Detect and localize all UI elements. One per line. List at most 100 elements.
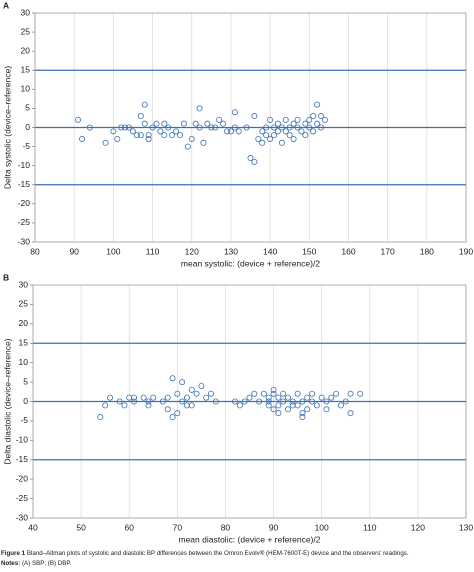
panel-label: A [3, 0, 9, 10]
y-axis-label: Delta diastolic (device–reference) [2, 338, 12, 464]
point [294, 390, 301, 397]
point [192, 120, 199, 127]
point [126, 124, 133, 131]
y-tick-label: 10 [21, 84, 31, 94]
y-tick-label: 25 [19, 299, 29, 309]
y-tick-label: -5 [20, 415, 28, 425]
point [232, 398, 239, 405]
point [265, 394, 272, 401]
point [270, 406, 277, 413]
point [251, 158, 258, 165]
y-tick-label: -20 [16, 473, 29, 483]
y-tick-label: 5 [23, 376, 28, 386]
x-axis-label: mean systolic: (device + reference)/2 [181, 258, 320, 268]
caption-text: Bland–Altman plots of systolic and diast… [27, 550, 409, 557]
point [153, 120, 160, 127]
point [188, 135, 195, 142]
point [357, 390, 364, 397]
point [174, 410, 181, 417]
point [116, 398, 123, 405]
point [333, 390, 340, 397]
x-tick-label: 70 [173, 522, 183, 532]
point [204, 120, 211, 127]
y-tick-label: -25 [16, 493, 29, 503]
point [212, 398, 219, 405]
point [270, 390, 277, 397]
point [347, 390, 354, 397]
point [133, 132, 140, 139]
point [137, 113, 144, 120]
point [275, 402, 282, 409]
x-axis-label: mean diastolic: (device + reference)/2 [179, 534, 321, 544]
y-tick-label: 5 [25, 103, 30, 113]
point [286, 132, 293, 139]
y-tick-label: 20 [19, 318, 29, 328]
point [121, 402, 128, 409]
point [203, 394, 210, 401]
point [179, 379, 186, 386]
point [179, 398, 186, 405]
y-tick-label: -30 [18, 236, 31, 246]
point [304, 406, 311, 413]
point [161, 120, 168, 127]
point [145, 132, 152, 139]
point [79, 135, 86, 142]
point [118, 124, 125, 131]
point [129, 128, 136, 135]
point [323, 398, 330, 405]
x-tick-label: 140 [263, 246, 277, 256]
point [196, 105, 203, 112]
y-axis-label: Delta systolic (device–reference) [2, 66, 12, 189]
point [310, 128, 317, 135]
y-tick-label: -10 [16, 435, 29, 445]
point [342, 398, 349, 405]
notes: Notes: (A) SBP; (B) DBP. [1, 560, 72, 567]
point [256, 398, 263, 405]
point [193, 390, 200, 397]
point [265, 398, 272, 405]
y-tick-label: 30 [21, 7, 31, 17]
x-tick-label: 80 [30, 246, 40, 256]
point [275, 410, 282, 417]
x-tick-label: 60 [124, 522, 134, 532]
point [243, 124, 250, 131]
point [298, 128, 305, 135]
point [97, 414, 104, 421]
point [314, 120, 321, 127]
point [173, 128, 180, 135]
point [263, 124, 270, 131]
point [75, 116, 82, 123]
point [236, 402, 243, 409]
point [290, 120, 297, 127]
point [227, 128, 234, 135]
y-tick-label: 30 [19, 279, 29, 289]
point [260, 390, 267, 397]
point [309, 398, 316, 405]
point [223, 128, 230, 135]
x-tick-label: 100 [315, 522, 329, 532]
y-tick-label: 15 [19, 338, 29, 348]
point [169, 375, 176, 382]
y-tick-label: 25 [21, 26, 31, 36]
point [220, 120, 227, 127]
point [274, 128, 281, 135]
x-tick-label: 150 [302, 246, 316, 256]
caption-label: Figure 1 [1, 550, 26, 557]
point [286, 124, 293, 131]
point [280, 398, 287, 405]
point [306, 116, 313, 123]
x-tick-label: 40 [28, 522, 38, 532]
point [274, 120, 281, 127]
point [231, 109, 238, 116]
point [284, 394, 291, 401]
point [310, 113, 317, 120]
point [306, 124, 313, 131]
x-tick-label: 120 [411, 522, 425, 532]
point [140, 394, 147, 401]
x-tick-label: 160 [341, 246, 355, 256]
point [321, 116, 328, 123]
y-tick-label: -25 [18, 217, 31, 227]
point [180, 120, 187, 127]
point [235, 128, 242, 135]
point [299, 410, 306, 417]
